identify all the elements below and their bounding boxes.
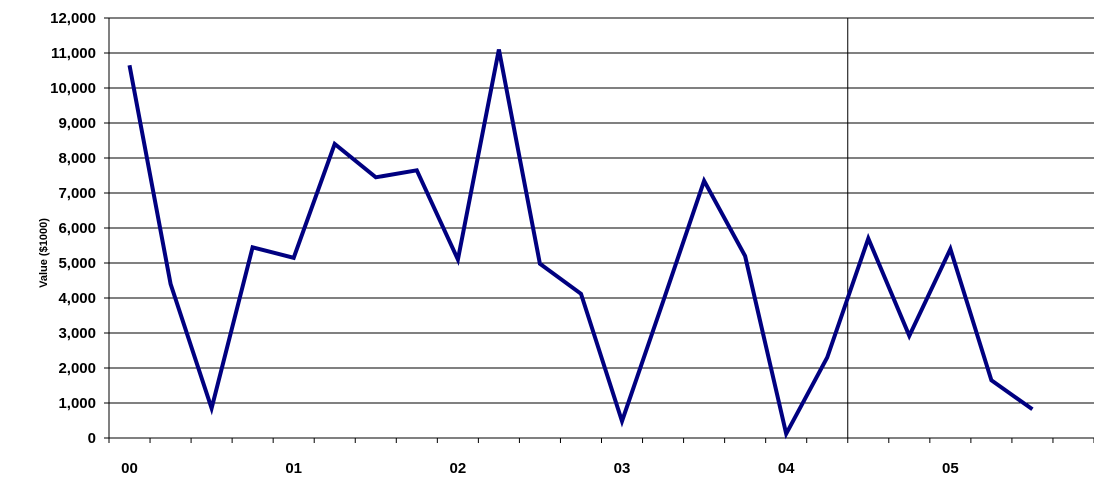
- y-axis-title: Value ($1000): [38, 218, 50, 288]
- x-tick-label: 05: [942, 460, 959, 477]
- y-tick-label: 10,000: [50, 80, 96, 97]
- x-tick-label: 00: [121, 460, 138, 477]
- axes: [104, 17, 1094, 443]
- gridlines: [109, 17, 1094, 404]
- x-tick-label: 01: [285, 460, 302, 477]
- y-tick-label: 0: [88, 430, 96, 447]
- y-tick-label: 6,000: [58, 220, 96, 237]
- y-tick-label: 7,000: [58, 185, 96, 202]
- y-tick-label: 3,000: [58, 325, 96, 342]
- series-line: [127, 49, 1034, 440]
- y-tick-label: 11,000: [51, 45, 96, 62]
- x-tick-label: 02: [450, 460, 467, 477]
- x-tick-label: 03: [614, 460, 631, 477]
- series-group: [127, 49, 1034, 440]
- y-tick-label: 4,000: [58, 290, 96, 307]
- x-tick-label: 04: [778, 460, 795, 477]
- y-tick-label: 12,000: [50, 10, 96, 27]
- y-tick-label: 5,000: [58, 255, 96, 272]
- y-tick-label: 9,000: [58, 115, 96, 132]
- y-tick-label: 8,000: [58, 150, 96, 167]
- tick-labels: 0 1,000 2,000 3,000 4,000 5,000 6,000 7,000 8,00…: [50, 10, 959, 477]
- y-tick-label: 2,000: [58, 360, 96, 377]
- y-tick-label: 1,000: [58, 395, 96, 412]
